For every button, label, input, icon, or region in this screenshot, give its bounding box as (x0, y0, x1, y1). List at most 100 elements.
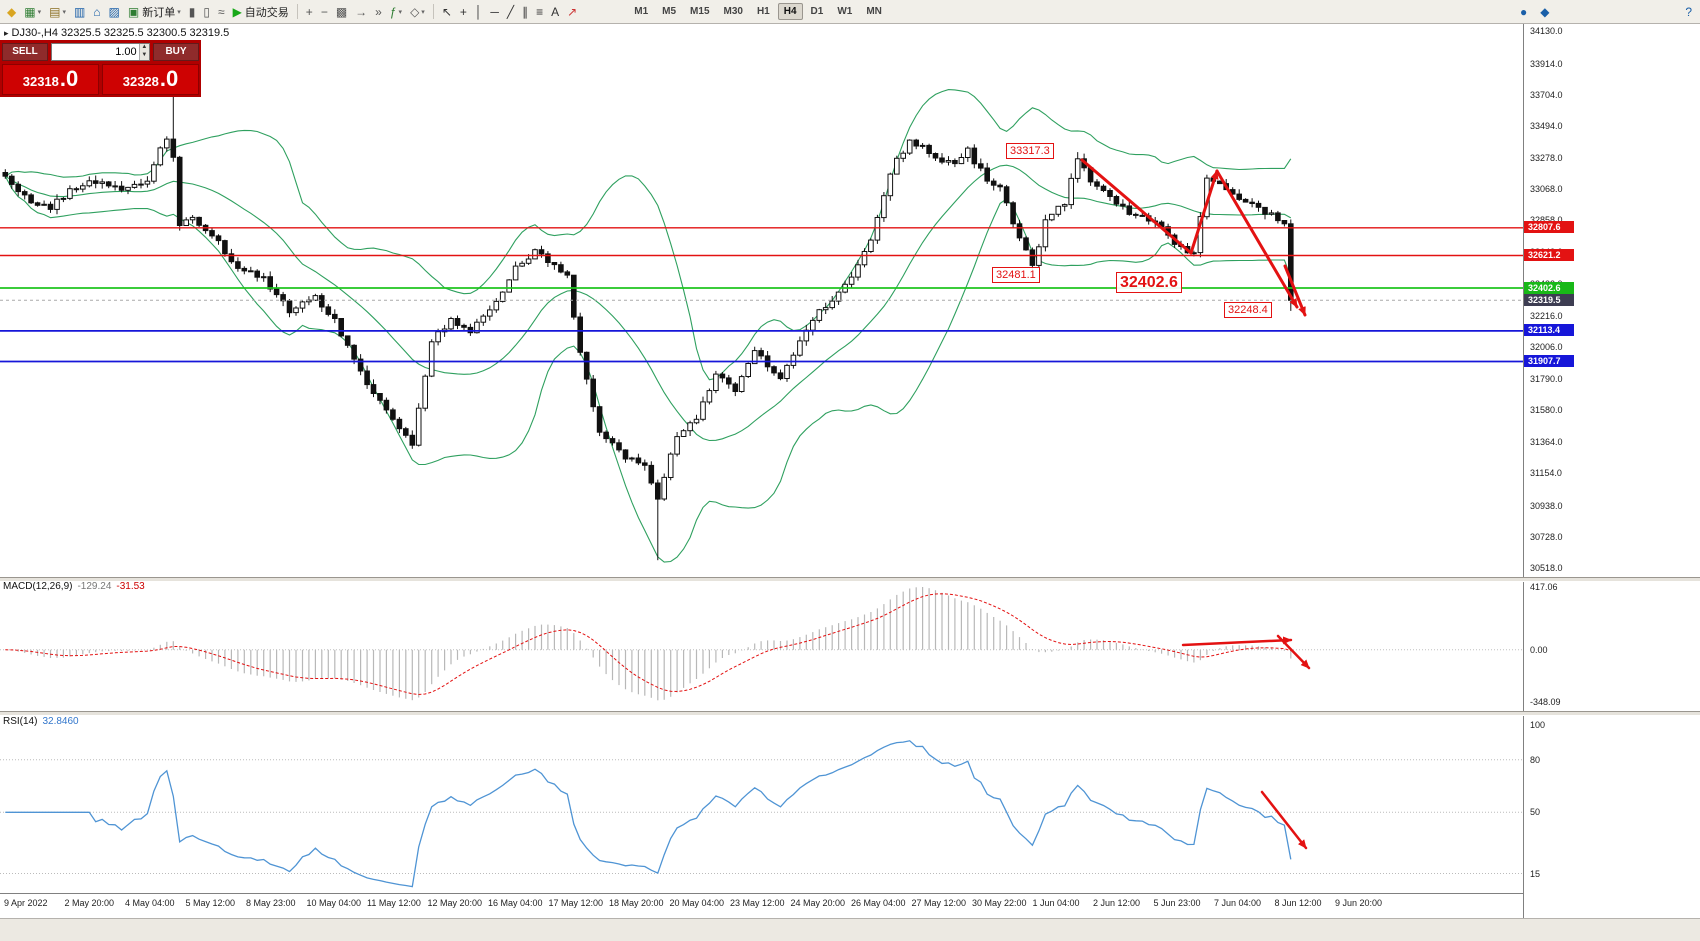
zoom-in-icon[interactable]: + (303, 2, 316, 22)
volume-down-button[interactable]: ▼ (139, 52, 149, 60)
community-icon[interactable]: ◆ (1537, 2, 1552, 22)
new-order-button-label: 新订单 (142, 6, 176, 19)
symbol-ohlc-text: DJ30-,H4 32325.5 32325.5 32300.5 32319.5 (11, 27, 230, 39)
volume-up-button[interactable]: ▲ (139, 44, 149, 52)
cursor-icon[interactable]: ↖ (439, 2, 455, 22)
timeframe-w1-button[interactable]: W1 (837, 6, 853, 17)
time-axis[interactable]: 9 Apr 2022 2 May 20:00 4 May 04:00 5 May 12… (0, 893, 1523, 918)
resistance-price-tag: 32807.6 (1524, 221, 1574, 234)
sell-button[interactable]: SELL (2, 43, 48, 61)
price-tick: 34130.0 (1530, 26, 1563, 37)
autotrading-button[interactable]: ▶ 自动交易 (230, 2, 292, 22)
macd-name: MACD(12,26,9) (3, 581, 73, 592)
navigator-icon-glyph: ⌂ (93, 4, 101, 19)
new-chart-icon[interactable]: ▦ ▾ (21, 2, 44, 22)
sell-price[interactable]: 32318.0 (2, 64, 99, 95)
toolbar-far-right-group: ? (1681, 2, 1696, 22)
vertical-line-icon[interactable]: │ (472, 2, 486, 22)
tile-windows-icon[interactable]: ▩ (333, 2, 350, 22)
price-tick: 31790.0 (1530, 374, 1563, 384)
time-tick: 9 Jun 20:00 (1335, 898, 1383, 908)
channel-icon-glyph: ∥ (522, 4, 529, 19)
volume-input[interactable] (52, 44, 139, 60)
indicators-icon-glyph: ƒ (389, 4, 397, 19)
horizontal-line-icon[interactable]: ─ (487, 2, 502, 22)
chart-candles-icon[interactable]: ▯ (200, 2, 213, 22)
trendline-icon-glyph: ╱ (506, 4, 515, 19)
help-icon[interactable]: ? (1682, 2, 1695, 22)
navigator-icon[interactable]: ⌂ (90, 2, 103, 22)
time-tick: 8 May 23:00 (246, 898, 296, 908)
app-icon[interactable]: ◆ (4, 2, 19, 22)
status-strip (0, 918, 1700, 941)
timeframe-m15-button[interactable]: M15 (690, 6, 710, 17)
text-icon[interactable]: A (548, 2, 562, 22)
channel-icon[interactable]: ∥ (519, 2, 531, 22)
zoom-out-icon-glyph: − (320, 4, 328, 19)
indicators-icon[interactable]: ƒ ▾ (387, 2, 405, 22)
timeframe-h4-button[interactable]: H4 (777, 3, 803, 20)
market-watch-icon[interactable]: ▥ (71, 2, 88, 22)
chart-shift-icon[interactable]: » (372, 2, 385, 22)
rsi-axis-tick: 80 (1530, 754, 1541, 765)
timeframe-m1-button[interactable]: M1 (634, 6, 649, 17)
tile-windows-icon-glyph: ▩ (335, 4, 348, 19)
chat-icon[interactable]: ● (1517, 2, 1530, 22)
buy-price[interactable]: 32328.0 (102, 64, 199, 95)
price-tick: 31364.0 (1530, 437, 1563, 448)
price-tick: 33704.0 (1530, 89, 1563, 100)
new-order-icon: ▣ (127, 4, 140, 19)
one-click-trading-panel: SELL ▲ ▼ BUY 32318.0 32328.0 (0, 40, 201, 97)
sell-price-pips: .0 (59, 66, 79, 91)
trendline-icon[interactable]: ╱ (504, 2, 517, 22)
rsi-name: RSI(14) (3, 716, 38, 727)
timeframe-m5-button[interactable]: M5 (662, 6, 677, 17)
time-tick: 9 Apr 2022 (4, 898, 48, 908)
chart-line-icon[interactable]: ≈ (215, 2, 228, 22)
toolbar-separator (432, 4, 434, 19)
new-order-button[interactable]: ▣ 新订单 ▾ (125, 2, 184, 22)
zoom-out-icon[interactable]: − (318, 2, 331, 22)
timeframe-mn-button[interactable]: MN (866, 6, 882, 17)
new-chart-icon-glyph: ▦ (24, 4, 36, 19)
templates-icon[interactable]: ◇ ▾ (407, 2, 428, 22)
time-tick: 30 May 22:00 (972, 898, 1027, 908)
price-tick: 32006.0 (1530, 341, 1563, 352)
auto-scroll-icon[interactable]: → (352, 2, 370, 22)
buy-button[interactable]: BUY (153, 43, 199, 61)
timeframe-h1-button[interactable]: H1 (756, 6, 770, 17)
time-tick: 17 May 12:00 (548, 898, 604, 908)
window-splitter-rsi[interactable] (0, 711, 1700, 716)
crosshair-icon-glyph: + (459, 4, 467, 19)
time-tick: 2 Jun 12:00 (1093, 898, 1141, 908)
chart-bars-icon[interactable]: ▮ (186, 2, 199, 22)
arrows-icon-glyph: ↗ (567, 4, 578, 19)
cursor-icon-glyph: ↖ (441, 4, 452, 19)
time-tick: 23 May 12:00 (730, 898, 785, 908)
community-icon-glyph: ◆ (1540, 5, 1550, 19)
time-tick: 18 May 20:00 (609, 898, 664, 908)
chart-shift-icon-glyph: » (375, 4, 382, 19)
crosshair-icon[interactable]: + (457, 2, 470, 22)
macd-signal-value: -31.53 (116, 581, 145, 592)
caret-down-icon: ▾ (62, 8, 66, 16)
chart-symbol-line: ▸ DJ30-,H4 32325.5 32325.5 32300.5 32319.… (4, 27, 229, 39)
time-tick: 5 May 12:00 (185, 898, 236, 908)
timeframe-m30-button[interactable]: M30 (723, 6, 743, 17)
terminal-icon[interactable]: ▨ (106, 2, 123, 22)
support-price-tag: 31907.7 (1524, 355, 1574, 367)
volume-stepper: ▲ ▼ (138, 44, 149, 60)
price-tick: 33068.0 (1530, 184, 1563, 195)
macd-value: -129.24 (77, 581, 112, 592)
timeframe-d1-button[interactable]: D1 (810, 6, 824, 17)
profiles-icon-glyph: ▤ (49, 4, 61, 19)
arrows-icon[interactable]: ↗ (564, 2, 580, 22)
profiles-icon[interactable]: ▤ ▾ (46, 2, 69, 22)
price-axis[interactable]: 34130.0 33914.0 33704.0 33494.0 33278.0 33068… (1523, 0, 1700, 918)
fibonacci-icon[interactable]: ≡ (533, 2, 546, 22)
text-icon-glyph: A (551, 4, 560, 19)
support-price-tag: 32402.6 (1524, 281, 1574, 294)
window-splitter-macd[interactable] (0, 577, 1700, 582)
caret-down-icon: ▾ (177, 8, 181, 16)
